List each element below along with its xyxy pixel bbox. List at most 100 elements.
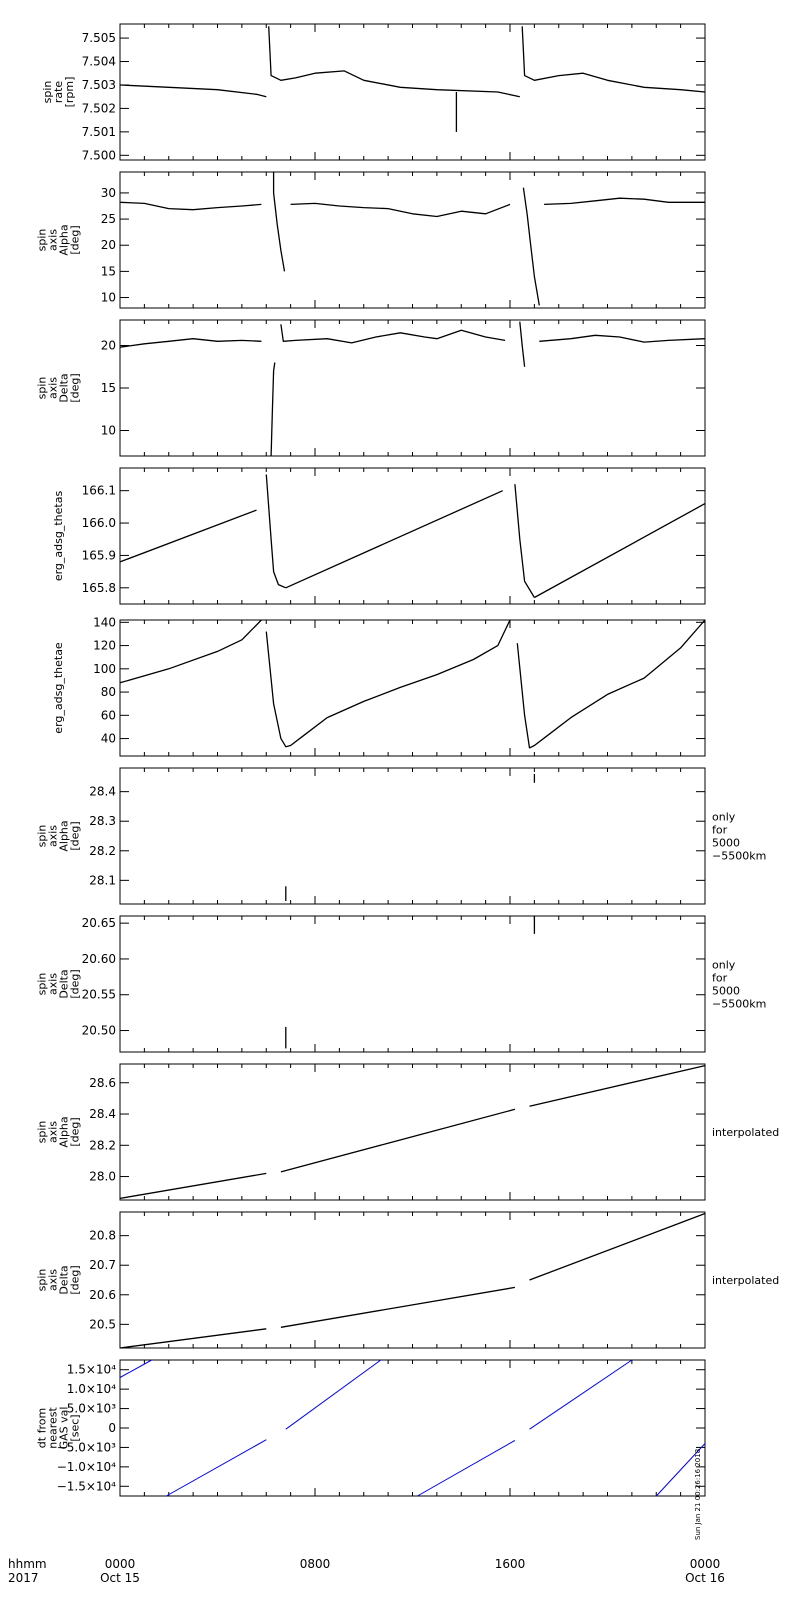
panel-6-frame (119, 915, 706, 1053)
panel-1-series-segment-1 (272, 172, 286, 272)
panel-4-ytick-label-3: 100 (93, 662, 116, 676)
panel-4-frame (119, 619, 706, 757)
panel-9-ytick-label-3: 0 (108, 1421, 116, 1435)
panel-9-series-segment-5 (655, 1443, 706, 1497)
panel-9-ytick-label-5: 1.0×10⁴ (67, 1382, 116, 1396)
panel-5-side-label-line-1: for (712, 824, 728, 837)
panel-0-ytick-label-3: 7.503 (82, 78, 116, 92)
panel-7-ytick-label-1: 28.2 (89, 1138, 116, 1152)
panel-7-frame (119, 1063, 706, 1201)
panel-8-series-segment-0 (119, 1328, 267, 1349)
panel-7-ylabel-line-1: axis (47, 1121, 60, 1143)
panel-8-ytick-label-0: 20.5 (89, 1317, 116, 1331)
panel-8-ylabel-line-2: Delta (58, 1265, 71, 1294)
panel-2-ytick-label-1: 15 (101, 381, 116, 395)
time-tick-label-0: 0000 (105, 1557, 136, 1571)
panel-8-side-label-line-0: interpolated (712, 1274, 779, 1287)
panel-5-ylabel-line-1: axis (47, 825, 60, 847)
time-tick-label-3: 0000 (690, 1557, 721, 1571)
panel-6-side-label-line-2: 5000 (712, 985, 740, 998)
panel-7-ylabel-line-3: [deg] (69, 1117, 82, 1146)
panel-3: 165.8 165.9 166.0 166.1 erg_adsg_thetas (52, 467, 706, 605)
panel-0-ytick-label-0: 7.500 (82, 148, 116, 162)
panel-7-ytick-label-3: 28.6 (89, 1076, 116, 1090)
panel-0-ylabel-line-0: spin (41, 81, 54, 104)
panel-2-series-segment-0 (119, 338, 262, 348)
panel-9-series-segment-4 (529, 1359, 633, 1430)
panel-9-series-segment-2 (285, 1359, 382, 1430)
panel-6-ylabel-line-0: spin (36, 973, 49, 996)
panel-8-ytick-label-1: 20.6 (89, 1288, 116, 1302)
panel-3-ytick-label-2: 166.0 (82, 516, 116, 530)
panel-4-series-segment-0 (119, 619, 262, 684)
panel-0-ytick-label-4: 7.504 (82, 55, 116, 69)
panel-2-series-segment-3 (519, 321, 526, 367)
panel-6-side-label-line-1: for (712, 972, 728, 985)
time-tick-sublabel-0: Oct 15 (100, 1571, 140, 1585)
panel-3-ytick-label-3: 166.1 (82, 484, 116, 498)
panel-9-ytick-label-4: 5.0×10³ (67, 1402, 116, 1416)
panel-4-ytick-label-2: 80 (101, 685, 116, 699)
panel-9-ylabel-line-3: [sec] (69, 1414, 82, 1441)
panel-9-ytick-label-2: −5.0×10³ (57, 1440, 116, 1454)
panel-3-ylabel-line-0: erg_adsg_thetas (52, 491, 65, 582)
panel-1-series-segment-0 (119, 201, 262, 211)
panel-7-ylabel-line-0: spin (36, 1121, 49, 1144)
panel-5-ytick-label-2: 28.3 (89, 814, 116, 828)
panel-3-ytick-label-0: 165.8 (82, 581, 116, 595)
panel-4-ytick-label-1: 60 (101, 708, 116, 722)
panel-1-ytick-label-1: 15 (101, 264, 116, 278)
panel-8-series-segment-2 (529, 1212, 706, 1281)
panel-0-ytick-label-2: 7.502 (82, 101, 116, 115)
panel-3-series-segment-1 (265, 474, 287, 589)
panel-8-ytick-label-2: 20.7 (89, 1258, 116, 1272)
time-tick-sublabel-3: Oct 16 (685, 1571, 725, 1585)
panel-6-ylabel-line-2: Delta (58, 969, 71, 998)
panel-4-ytick-label-4: 120 (93, 639, 116, 653)
generation-timestamp: Sun Jan 21 00:26:16 2018 (694, 1449, 702, 1540)
panel-1-series-segment-4 (544, 197, 705, 206)
panel-7-series-segment-0 (119, 1172, 267, 1200)
panel-7-ylabel-line-2: Alpha (58, 1116, 71, 1147)
panel-3-ytick-label-1: 165.9 (82, 548, 116, 562)
panel-2-ytick-label-2: 20 (101, 339, 116, 353)
panel-2-ylabel-line-1: axis (47, 377, 60, 399)
panel-5-ytick-label-3: 28.4 (89, 785, 116, 799)
panel-7-side-label-line-0: interpolated (712, 1126, 779, 1139)
panel-3-series-segment-0 (119, 509, 257, 563)
panel-8-frame (119, 1211, 706, 1349)
panel-1-ylabel-line-0: spin (36, 229, 49, 252)
panel-6-ylabel-line-1: axis (47, 973, 60, 995)
panel-9-series-segment-1 (166, 1439, 267, 1497)
time-tick-label-2: 1600 (495, 1557, 526, 1571)
panel-5-side-label-line-2: 5000 (712, 837, 740, 850)
time-tick-label-1: 0800 (300, 1557, 331, 1571)
panel-6-ytick-label-0: 20.50 (82, 1024, 116, 1038)
panel-1-series-segment-2 (290, 202, 511, 218)
panel-0-ytick-label-1: 7.501 (82, 125, 116, 139)
panel-9: −1.5×10⁴ −1.0×10⁴ −5.0×10³ 0 5.0×10³ 1.0×10⁴ 1… (36, 1359, 706, 1497)
panel-7-series-segment-2 (529, 1064, 706, 1107)
panel-2-ylabel-line-2: Delta (58, 373, 71, 402)
time-axis: hhmm 2017 0000 Oct 15 0800 1600 0000 Oct… (8, 1557, 725, 1585)
panel-9-series-segment-3 (417, 1439, 516, 1497)
panel-1-ylabel-line-1: axis (47, 229, 60, 251)
panel-1-ytick-label-4: 30 (101, 186, 116, 200)
panel-4-series-segment-1 (265, 619, 511, 748)
panel-1-frame (119, 171, 706, 309)
panel-6-side-label-line-0: only (712, 959, 736, 972)
panel-9-ytick-label-1: −1.0×10⁴ (57, 1460, 116, 1474)
corner-label-hhmm: hhmm (8, 1557, 47, 1571)
panel-5-ytick-label-0: 28.1 (89, 873, 116, 887)
panel-4-ytick-label-0: 40 (101, 732, 116, 746)
panel-8-series-segment-1 (280, 1286, 516, 1328)
panel-6-ytick-label-2: 20.60 (82, 952, 116, 966)
panel-1-ylabel-line-2: Alpha (58, 224, 71, 255)
panel-9-frame (119, 1359, 706, 1497)
